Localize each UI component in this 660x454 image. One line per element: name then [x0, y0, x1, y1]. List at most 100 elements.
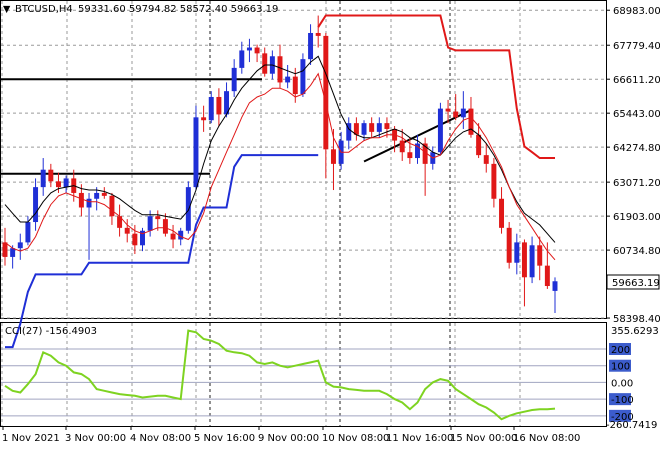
candle-body	[476, 134, 482, 156]
candle-body	[208, 96, 214, 121]
cci-label: CCI(27) -156.4903	[5, 326, 97, 337]
price-tick-label: 66611.20	[613, 75, 660, 86]
symbol-timeframe: BTCUSD,H4	[15, 4, 73, 15]
candle-body	[384, 123, 390, 129]
candle-body	[468, 108, 474, 135]
candle-body	[353, 123, 359, 135]
candle-body	[460, 108, 466, 118]
cci-level-label: 200	[611, 345, 630, 356]
moving-averages	[4, 55, 556, 261]
price-tick-label: 64274.80	[613, 143, 660, 154]
candle-body	[529, 245, 535, 278]
candle-body	[224, 91, 230, 115]
price-tick-label: 68983.00	[613, 6, 660, 17]
candle-body	[48, 169, 54, 182]
time-tick-label: 15 Nov 00:00	[450, 433, 517, 444]
cci-level-tag	[609, 359, 631, 372]
candle-body	[453, 111, 459, 118]
indicator-plot-frame	[0, 322, 607, 427]
horizontal-levels	[1, 78, 472, 175]
cci-bottom-value: -260.7419	[606, 420, 657, 431]
candle-body	[162, 219, 168, 234]
price-stop-lines	[5, 14, 555, 349]
ma-red-line	[4, 72, 556, 261]
candle-body	[544, 265, 550, 287]
candle-body	[178, 230, 184, 240]
candle-body	[94, 192, 100, 199]
candle-body	[445, 108, 451, 112]
time-tick-label: 10 Nov 08:00	[322, 433, 389, 444]
candle-body	[17, 242, 23, 249]
candle-body	[132, 233, 138, 246]
candle-body	[55, 181, 61, 188]
candle-body	[537, 245, 543, 266]
header-marker[interactable]: ▼	[3, 4, 11, 15]
candle-body	[308, 32, 314, 60]
candle-body	[346, 123, 352, 141]
price-tick-label: 58398.40	[613, 314, 660, 325]
candle-body	[201, 117, 207, 121]
main-plot-frame	[0, 0, 607, 319]
candle-body	[246, 47, 252, 51]
blue-stop-line	[5, 154, 319, 349]
cci-indicator: 200 100 0.00 -100 -200	[1, 329, 634, 423]
candle-body	[300, 59, 306, 95]
candle-body	[2, 242, 8, 257]
candle-body	[491, 163, 497, 199]
candle-body	[323, 35, 329, 150]
candle-body	[514, 242, 520, 263]
time-axis: 1 Nov 2021 3 Nov 00:00 4 Nov 08:00 5 Nov 16…	[2, 426, 580, 444]
cci-level-label: -200	[611, 412, 634, 423]
candle-body	[170, 233, 176, 240]
candle-body	[277, 56, 283, 83]
candle-body	[216, 96, 222, 115]
price-axis: 68983.00 67779.40 66611.20 65443.00 64274.80…	[606, 6, 660, 325]
time-tick-label: 11 Nov 16:00	[386, 433, 453, 444]
time-tick-label: 1 Nov 2021	[2, 433, 60, 444]
candle-body	[239, 50, 245, 68]
candle-body	[86, 198, 92, 208]
candle-body	[407, 152, 413, 159]
candle-body	[117, 216, 123, 228]
candle-body	[155, 216, 161, 220]
cci-level-tag	[609, 343, 631, 356]
price-tick-label: 61903.00	[613, 212, 660, 223]
candle-body	[369, 123, 375, 132]
cci-line	[4, 329, 556, 421]
candle-body	[330, 149, 336, 164]
time-tick-label: 9 Nov 00:00	[258, 433, 319, 444]
last-price-label: 59663.19	[612, 278, 660, 289]
last-price-tag	[606, 274, 660, 290]
cci-level-tag	[609, 409, 631, 422]
cci-level-label: 0.00	[611, 378, 633, 389]
cci-top-value: 355.6293	[611, 326, 659, 337]
candle-body	[499, 198, 505, 228]
time-tick-label: 3 Nov 00:00	[65, 433, 126, 444]
candle-body	[552, 281, 558, 291]
candle-body	[415, 143, 420, 159]
candle-body	[63, 178, 69, 188]
candle-body	[109, 195, 115, 217]
price-tick-label: 60734.80	[613, 246, 660, 257]
candle-body	[193, 117, 199, 188]
cci-level-label: -100	[611, 395, 634, 406]
candle-body	[506, 227, 512, 263]
candle-body	[254, 47, 260, 54]
cci-level-label: 100	[611, 362, 630, 373]
candle-body	[361, 123, 367, 135]
candle-body	[422, 143, 428, 164]
red-stop-line	[317, 14, 555, 159]
candle-body	[147, 216, 153, 231]
candle-body	[292, 76, 298, 95]
cci-level-tag	[609, 393, 631, 406]
candle-body	[437, 108, 443, 153]
candle-body	[78, 192, 84, 208]
candle-body	[262, 53, 268, 74]
candle-body	[483, 155, 489, 164]
candle-body	[231, 67, 237, 92]
price-tick-label: 67779.40	[613, 41, 660, 52]
candle-body	[40, 169, 46, 188]
candle-body	[376, 123, 382, 132]
